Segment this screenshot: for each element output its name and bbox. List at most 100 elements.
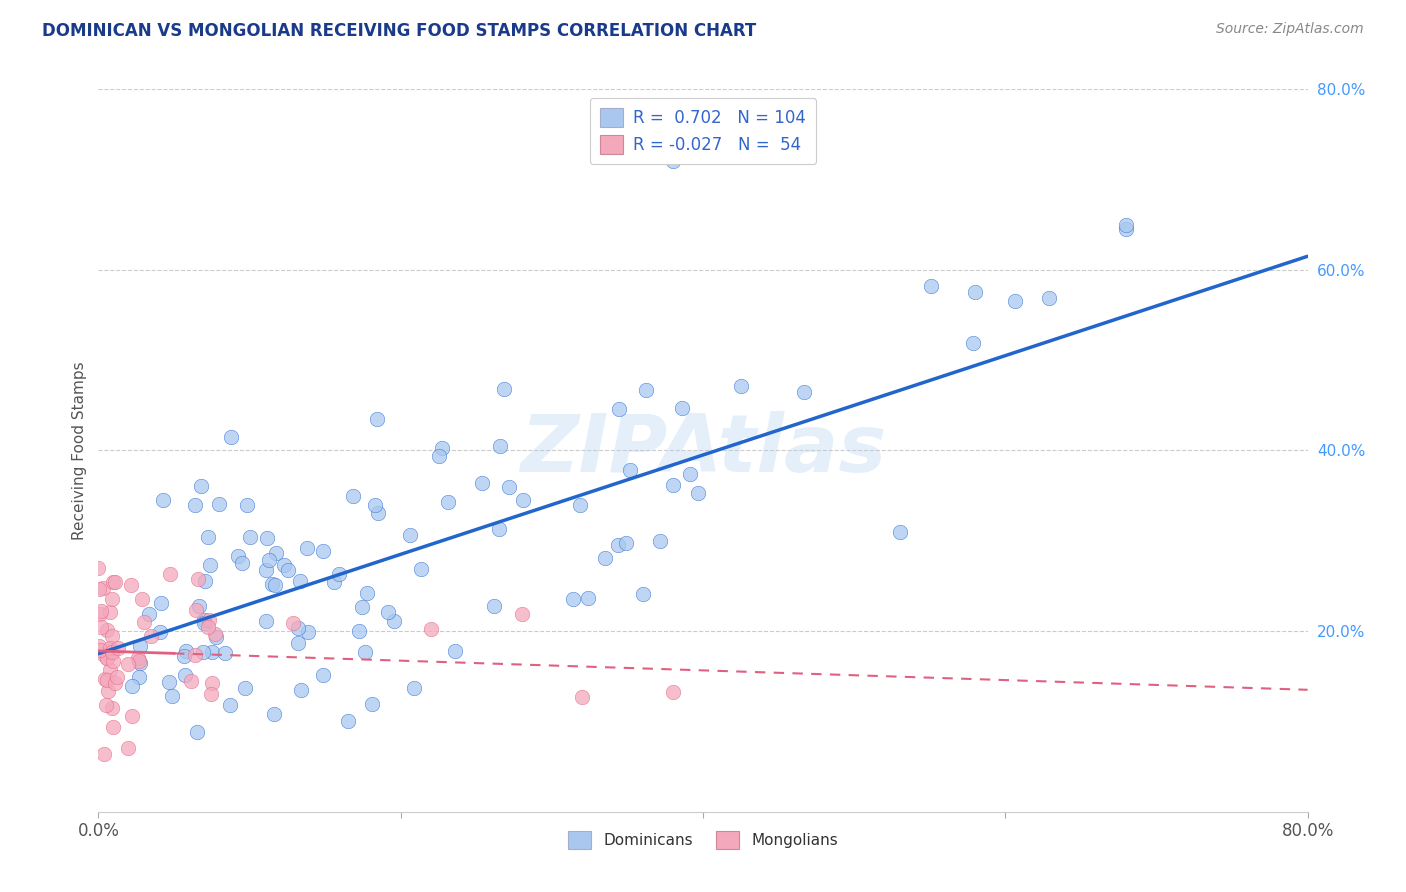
Dominicans <box>920 279 942 293</box>
Mongolians <box>103 655 125 669</box>
Mongolians <box>107 641 129 656</box>
Dominicans <box>193 613 215 627</box>
Dominicans <box>193 616 215 631</box>
Mongolians <box>89 643 111 657</box>
Text: Source: ZipAtlas.com: Source: ZipAtlas.com <box>1216 22 1364 37</box>
Dominicans <box>226 549 249 564</box>
Dominicans <box>121 679 143 693</box>
Dominicans <box>263 706 285 721</box>
Mongolians <box>104 574 127 589</box>
Dominicans <box>793 385 815 400</box>
Dominicans <box>1004 294 1026 309</box>
Mongolians <box>93 747 115 761</box>
Dominicans <box>186 725 208 739</box>
Dominicans <box>254 563 277 577</box>
Dominicans <box>328 566 350 581</box>
Mongolians <box>187 572 209 586</box>
Mongolians <box>101 700 124 714</box>
Dominicans <box>661 154 683 169</box>
Dominicans <box>273 558 295 572</box>
Dominicans <box>436 495 458 509</box>
Mongolians <box>101 591 124 606</box>
Dominicans <box>489 439 512 453</box>
Dominicans <box>498 480 520 494</box>
Dominicans <box>205 630 228 644</box>
Mongolians <box>87 561 110 575</box>
Dominicans <box>366 412 388 426</box>
Mongolians <box>96 623 118 637</box>
Dominicans <box>214 646 236 660</box>
Mongolians <box>100 643 122 657</box>
Dominicans <box>361 698 384 712</box>
Dominicans <box>198 558 221 572</box>
Dominicans <box>484 599 506 613</box>
Mongolians <box>121 708 143 723</box>
Dominicans <box>231 556 253 570</box>
Mongolians <box>96 673 118 687</box>
Dominicans <box>427 450 450 464</box>
Mongolians <box>661 685 683 699</box>
Mongolians <box>98 641 121 656</box>
Dominicans <box>129 656 152 670</box>
Dominicans <box>239 530 262 544</box>
Dominicans <box>377 605 399 619</box>
Dominicans <box>337 714 360 729</box>
Dominicans <box>190 479 212 493</box>
Dominicans <box>188 599 211 614</box>
Dominicans <box>1115 218 1137 232</box>
Dominicans <box>208 497 231 511</box>
Mongolians <box>117 657 139 672</box>
Dominicans <box>138 607 160 621</box>
Dominicans <box>444 644 467 658</box>
Dominicans <box>218 698 240 713</box>
Dominicans <box>323 575 346 590</box>
Dominicans <box>402 681 425 695</box>
Mongolians <box>131 592 153 607</box>
Mongolians <box>103 575 125 590</box>
Dominicans <box>679 467 702 482</box>
Dominicans <box>354 645 377 659</box>
Mongolians <box>96 651 118 665</box>
Dominicans <box>488 522 510 536</box>
Mongolians <box>98 606 121 620</box>
Mongolians <box>117 740 139 755</box>
Text: DOMINICAN VS MONGOLIAN RECEIVING FOOD STAMPS CORRELATION CHART: DOMINICAN VS MONGOLIAN RECEIVING FOOD ST… <box>42 22 756 40</box>
Dominicans <box>193 574 215 588</box>
Dominicans <box>184 498 207 512</box>
Dominicans <box>287 621 309 635</box>
Dominicans <box>356 586 378 600</box>
Dominicans <box>191 645 214 659</box>
Dominicans <box>287 635 309 649</box>
Dominicans <box>607 538 630 552</box>
Dominicans <box>730 379 752 393</box>
Dominicans <box>262 577 284 591</box>
Mongolians <box>128 654 150 668</box>
Mongolians <box>197 620 219 634</box>
Dominicans <box>128 639 150 653</box>
Mongolians <box>200 687 222 701</box>
Mongolians <box>96 651 118 665</box>
Dominicans <box>277 562 299 576</box>
Mongolians <box>87 582 110 596</box>
Dominicans <box>259 553 281 567</box>
Mongolians <box>94 698 117 713</box>
Dominicans <box>367 506 389 520</box>
Mongolians <box>94 673 117 687</box>
Dominicans <box>631 587 654 601</box>
Mongolians <box>91 647 114 661</box>
Mongolians <box>97 684 120 698</box>
Mongolians <box>184 648 207 662</box>
Mongolians <box>93 581 115 595</box>
Dominicans <box>157 675 180 690</box>
Dominicans <box>430 441 453 455</box>
Dominicans <box>409 562 432 576</box>
Dominicans <box>200 645 222 659</box>
Y-axis label: Receiving Food Stamps: Receiving Food Stamps <box>72 361 87 540</box>
Dominicans <box>398 528 420 542</box>
Dominicans <box>197 530 219 544</box>
Mongolians <box>141 629 163 643</box>
Mongolians <box>101 645 124 659</box>
Dominicans <box>512 492 534 507</box>
Dominicans <box>347 624 370 639</box>
Dominicans <box>312 668 335 682</box>
